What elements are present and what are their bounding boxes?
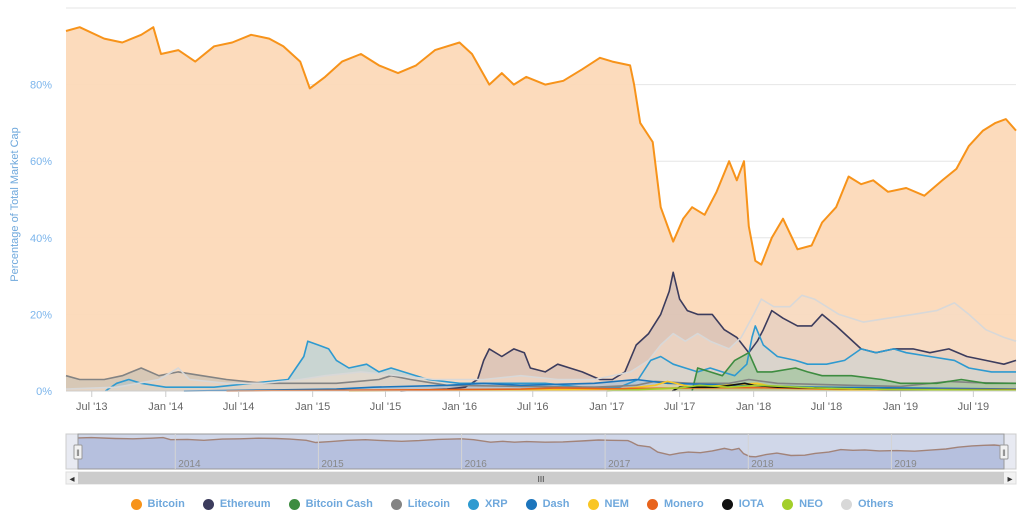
x-tick-label: Jul '13 [76, 401, 107, 413]
x-tick-label: Jan '17 [589, 401, 624, 413]
series-area-nem [348, 381, 1016, 391]
legend-label: Litecoin [407, 498, 450, 510]
legend-label: Ethereum [219, 498, 271, 510]
legend-marker-icon [288, 498, 300, 510]
series-lines [65, 26, 1017, 392]
legend-marker-icon [721, 498, 733, 510]
legend-marker-icon [525, 498, 537, 510]
scrollbar-thumb[interactable] [78, 472, 1004, 484]
handle-grip-icon: ‖ [1002, 448, 1006, 458]
x-tick-label: Jul '15 [370, 401, 401, 413]
x-tick-label: Jul '18 [811, 401, 842, 413]
legend-marker-icon [782, 498, 794, 510]
y-tick-label: 80% [30, 80, 52, 92]
legend-label: Dash [542, 498, 570, 510]
y-axis-ticks: 0% 20% 40% 60% 80% [30, 80, 52, 398]
y-tick-label: 60% [30, 156, 52, 168]
navigator-selection[interactable] [77, 433, 1005, 470]
legend-item-monero[interactable]: Monero [646, 498, 704, 510]
series-area-bitcoin-cash [692, 352, 1016, 391]
legend-item-iota[interactable]: IOTA [721, 498, 765, 510]
handle-box[interactable] [73, 444, 83, 460]
y-tick-label: 20% [30, 309, 52, 321]
legend-label: XRP [484, 498, 508, 510]
legend-marker-icon [841, 498, 852, 510]
navigator-series-line [77, 436, 1005, 458]
x-tick-label: Jul '14 [223, 401, 254, 413]
navigator-area [78, 437, 1004, 469]
legend-label: Bitcoin [147, 498, 185, 510]
x-tick-label: Jul '16 [517, 401, 548, 413]
legend-item-dash[interactable]: Dash [525, 498, 570, 510]
series-areas [66, 27, 1016, 391]
navigator-year-label: 2016 [465, 459, 488, 470]
x-tick-label: Jul '19 [958, 401, 989, 413]
legend-item-bitcoin-cash[interactable]: Bitcoin Cash [288, 498, 373, 510]
navigator-year-label: 2019 [894, 459, 917, 470]
series-line-neo [606, 384, 1017, 392]
scrollbar-grip-icon: III [538, 475, 545, 484]
x-tick-label: Jan '19 [883, 401, 918, 413]
navigator-left-handle[interactable]: ‖ [73, 444, 83, 460]
legend-item-xrp[interactable]: XRP [467, 498, 508, 510]
series-line-xrp [104, 325, 1016, 392]
legend-item-nem[interactable]: NEM [587, 498, 629, 510]
legend-label: Others [858, 498, 894, 510]
legend-marker-icon [646, 498, 658, 510]
navigator-year-label: 2018 [751, 459, 774, 470]
legend-item-bitcoin[interactable]: Bitcoin [130, 498, 185, 510]
x-tick-label: Jan '16 [442, 401, 477, 413]
x-tick-label: Jan '14 [148, 401, 183, 413]
navigator-year-label: 2017 [608, 459, 631, 470]
legend-label: IOTA [738, 498, 765, 510]
y-tick-label: 40% [30, 233, 52, 245]
legend-marker-icon [130, 498, 142, 510]
legend-label: Bitcoin Cash [305, 498, 373, 510]
legend-label: Monero [663, 498, 704, 510]
range-navigator[interactable]: 2014 2015 2016 2017 2018 2019 ‖ ‖ III ◂ ▸ [65, 433, 1017, 485]
legend-marker-icon [202, 498, 214, 510]
legend-marker-icon [587, 498, 599, 510]
series-area-bitcoin [66, 27, 1016, 391]
series-area-others [66, 295, 1016, 391]
x-tick-label: Jul '17 [664, 401, 695, 413]
handle-grip-icon: ‖ [76, 448, 80, 458]
series-line-others [65, 294, 1017, 390]
legend-label: NEM [604, 498, 629, 510]
y-axis-title: Percentage of Total Market Cap [9, 127, 21, 282]
legend-item-neo[interactable]: NEO [782, 498, 823, 510]
navigator-right-handle[interactable]: ‖ [999, 444, 1009, 460]
legend-item-others[interactable]: Others [841, 498, 893, 510]
navigator-year-label: 2015 [321, 459, 344, 470]
series-line-bitcoin [65, 26, 1017, 266]
chart-legend: Bitcoin Ethereum Bitcoin Cash Litecoin XRP Da… [0, 495, 1024, 513]
x-tick-label: Jan '18 [736, 401, 771, 413]
y-tick-label: 0% [36, 386, 52, 398]
legend-marker-icon [467, 498, 479, 510]
x-tick-label: Jan '15 [295, 401, 330, 413]
scroll-right-arrow-icon[interactable]: ▸ [1007, 474, 1012, 485]
navigator-year-label: 2014 [178, 459, 201, 470]
series-line-bitcoin-cash [691, 351, 1016, 392]
legend-label: NEO [799, 498, 823, 510]
legend-item-litecoin[interactable]: Litecoin [390, 498, 450, 510]
handle-box[interactable] [999, 444, 1009, 460]
x-axis-ticks: Jul '13 Jan '14 Jul '14 Jan '15 Jul '15 Jan '… [66, 390, 1016, 413]
legend-marker-icon [390, 498, 402, 510]
legend-item-ethereum[interactable]: Ethereum [202, 498, 271, 510]
scroll-left-arrow-icon[interactable]: ◂ [69, 474, 74, 485]
series-line-litecoin [65, 367, 1017, 388]
market-cap-chart: 0% 20% 40% 60% 80% Jul '13 Jan '14 Jul '14 Jan … [9, 7, 1017, 485]
